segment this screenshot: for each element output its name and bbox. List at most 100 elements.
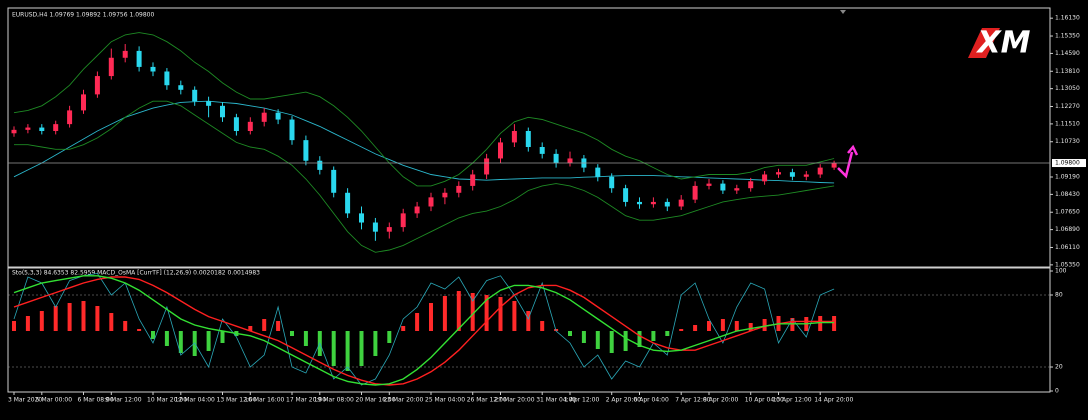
x-tick-label: 17 Mar 20:00 — [286, 397, 326, 404]
candle-body — [609, 176, 615, 189]
candle-body — [275, 112, 281, 120]
osma-bar — [526, 311, 531, 331]
osma-bar — [609, 331, 614, 353]
x-tick-label: 31 Mar 04:00 — [536, 397, 576, 404]
candle-body — [664, 201, 670, 207]
candle-body — [762, 174, 768, 182]
x-tick-label: 25 Mar 04:00 — [425, 397, 465, 404]
osma-bar — [262, 319, 267, 331]
candle-body — [372, 222, 378, 232]
logo: XM — [976, 26, 1031, 61]
osma-bar — [512, 301, 517, 331]
osma-bar — [164, 331, 169, 346]
osma-bar — [540, 321, 545, 331]
candle-body — [11, 129, 17, 134]
candle-body — [414, 206, 420, 214]
osma-bar — [220, 331, 225, 343]
candle-body — [164, 71, 170, 86]
x-tick-label: 5 Mar 00:00 — [36, 397, 72, 404]
candle-body — [247, 121, 253, 131]
y-tick-label: 100 — [1055, 268, 1067, 275]
candle-body — [400, 213, 406, 228]
osma-bar — [290, 331, 294, 336]
osma-bar — [359, 331, 364, 366]
x-tick-label: 14 Apr 20:00 — [814, 397, 853, 404]
candle-body — [650, 201, 656, 205]
osma-bar — [470, 293, 475, 331]
y-tick-label: 1.14590 — [1055, 50, 1080, 57]
osma-bar — [12, 321, 16, 331]
osma-bar — [707, 321, 711, 331]
candle-body — [567, 158, 573, 164]
x-tick-label: 20 Mar 16:00 — [356, 397, 396, 404]
y-tick-label: 1.09190 — [1055, 173, 1080, 180]
osma-bar — [762, 319, 767, 331]
x-tick-label: 23 Mar 20:00 — [383, 397, 423, 404]
candle-body — [261, 112, 267, 122]
osma-bar — [595, 331, 600, 349]
candle-body — [637, 201, 642, 205]
y-tick-label: 1.11510 — [1055, 120, 1080, 127]
y-tick-label: 1.13050 — [1055, 85, 1080, 92]
candle-body — [178, 85, 184, 90]
candle-body — [511, 130, 517, 143]
x-tick-label: 13 Mar 12:00 — [217, 397, 257, 404]
x-tick-label: 1 Apr 12:00 — [564, 397, 599, 404]
candle-body — [789, 172, 795, 177]
candle-body — [470, 174, 476, 186]
y-tick-label: 1.06890 — [1055, 226, 1080, 233]
logo-slash — [968, 28, 1000, 58]
candle-body — [39, 127, 45, 131]
osma-bar — [206, 331, 211, 351]
y-tick-label: 1.12270 — [1055, 103, 1080, 110]
candle-body — [706, 183, 712, 186]
osma-bar — [109, 313, 114, 331]
candle-body — [386, 227, 392, 232]
x-tick-label: 8 Apr 20:00 — [703, 397, 738, 404]
osma-bar — [748, 323, 753, 331]
y-tick-label: 1.06110 — [1055, 244, 1080, 251]
osma-bar — [456, 291, 461, 331]
overlay-line — [13, 100, 835, 184]
osma-bar — [123, 321, 128, 331]
osma-bar — [178, 331, 183, 353]
price-label-bg — [1052, 159, 1086, 168]
x-tick-label: 6 Mar 08:00 — [78, 397, 114, 404]
osma-bar — [581, 331, 586, 343]
candle-body — [108, 57, 114, 77]
indicator-line — [13, 276, 835, 386]
candle-body — [428, 197, 434, 207]
osma-bar — [151, 331, 155, 339]
candle-body — [122, 50, 128, 58]
osma-bar — [67, 303, 72, 331]
candle-body — [150, 66, 156, 72]
candle-body — [206, 101, 212, 106]
x-tick-label: 7 Apr 12:00 — [675, 397, 710, 404]
candle-body — [25, 127, 31, 130]
osma-bar — [484, 295, 489, 331]
y-tick-label: 1.05350 — [1055, 261, 1080, 268]
x-tick-label: 27 Mar 20:00 — [495, 397, 535, 404]
candle-body — [456, 185, 462, 193]
osma-bar — [637, 331, 642, 347]
candle-body — [136, 50, 142, 67]
osma-bar — [679, 329, 684, 331]
x-tick-label: 26 Mar 12:00 — [467, 397, 507, 404]
osma-bar — [665, 331, 670, 336]
y-tick-label: 1.13810 — [1055, 68, 1080, 75]
x-tick-label: 3 Mar 2020 — [8, 397, 42, 404]
osma-bar — [720, 319, 725, 331]
osma-bar — [429, 303, 433, 331]
osma-bar — [623, 331, 628, 351]
candle-body — [53, 124, 59, 131]
candle-body — [831, 163, 837, 168]
osma-bar — [568, 331, 572, 336]
x-tick-label: 6 Apr 04:00 — [634, 397, 669, 404]
osma-bar — [53, 306, 58, 331]
overlay-line — [14, 100, 835, 253]
candle-body — [539, 147, 545, 154]
chart-title: EURUSD,H4 1.09769 1.09892 1.09756 1.0980… — [12, 12, 154, 19]
osma-bar — [345, 331, 350, 371]
